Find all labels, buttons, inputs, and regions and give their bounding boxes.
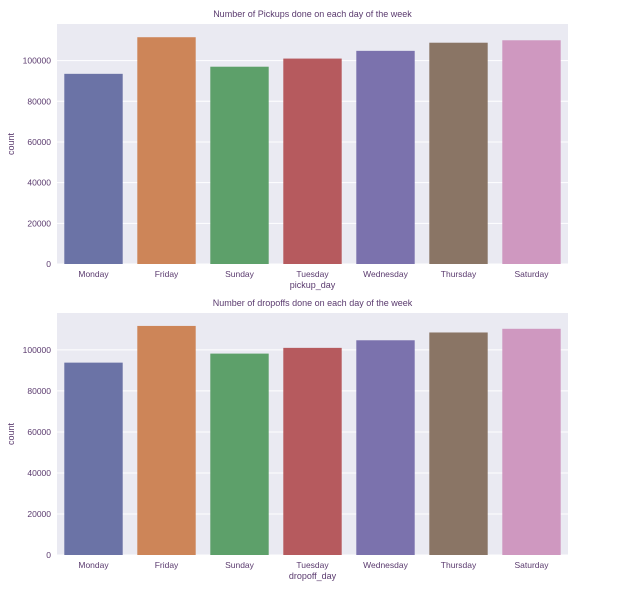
bar-tuesday [283, 347, 342, 555]
bar-monday [64, 73, 123, 264]
bar-friday [137, 325, 196, 555]
chart-title: Number of dropoffs done on each day of t… [213, 298, 413, 308]
x-axis-label: pickup_day [290, 280, 336, 290]
y-axis-label: count [6, 422, 16, 445]
y-tick-label: 100000 [23, 56, 52, 66]
x-axis-label: dropoff_day [289, 571, 337, 581]
x-tick-label: Thursday [441, 269, 477, 279]
x-tick-label: Wednesday [363, 560, 408, 570]
bar-wednesday [356, 50, 415, 264]
y-tick-label: 100000 [23, 345, 52, 355]
y-tick-label: 60000 [27, 427, 51, 437]
y-tick-label: 0 [46, 259, 51, 269]
x-tick-label: Wednesday [363, 269, 408, 279]
bar-sunday [210, 66, 269, 265]
y-tick-label: 40000 [27, 178, 51, 188]
chart-title: Number of Pickups done on each day of th… [213, 9, 412, 19]
charts: 0 20000 40000 60000 80000 100000 Monday Friday S… [6, 9, 568, 581]
bar-tuesday [283, 58, 342, 265]
x-tick-label: Tuesday [296, 560, 329, 570]
y-tick-label: 40000 [27, 468, 51, 478]
x-tick-label: Tuesday [296, 269, 329, 279]
chart-2: 0 20000 40000 60000 80000 100000 Monday Friday S… [6, 298, 568, 581]
x-tick-label: Monday [78, 560, 109, 570]
bar-thursday [429, 332, 488, 555]
y-tick-label: 20000 [27, 218, 51, 228]
bar-saturday [502, 40, 561, 265]
y-tick-label: 60000 [27, 137, 51, 147]
x-tick-label: Friday [155, 560, 179, 570]
bar-monday [64, 362, 123, 555]
chart-1: 0 20000 40000 60000 80000 100000 Monday Friday S… [6, 9, 568, 290]
bar-wednesday [356, 340, 415, 555]
bar-sunday [210, 353, 269, 555]
x-tick-label: Sunday [225, 560, 255, 570]
y-tick-label: 20000 [27, 509, 51, 519]
x-tick-label: Thursday [441, 560, 477, 570]
bar-friday [137, 37, 196, 265]
y-tick-label: 80000 [27, 386, 51, 396]
x-tick-label: Saturday [514, 269, 549, 279]
y-tick-label: 0 [46, 550, 51, 560]
x-tick-label: Saturday [514, 560, 549, 570]
x-tick-label: Monday [78, 269, 109, 279]
bar-thursday [429, 42, 488, 264]
y-tick-label: 80000 [27, 96, 51, 106]
bar-saturday [502, 328, 561, 555]
x-tick-label: Sunday [225, 269, 255, 279]
x-tick-label: Friday [155, 269, 179, 279]
y-axis-label: count [6, 132, 16, 155]
